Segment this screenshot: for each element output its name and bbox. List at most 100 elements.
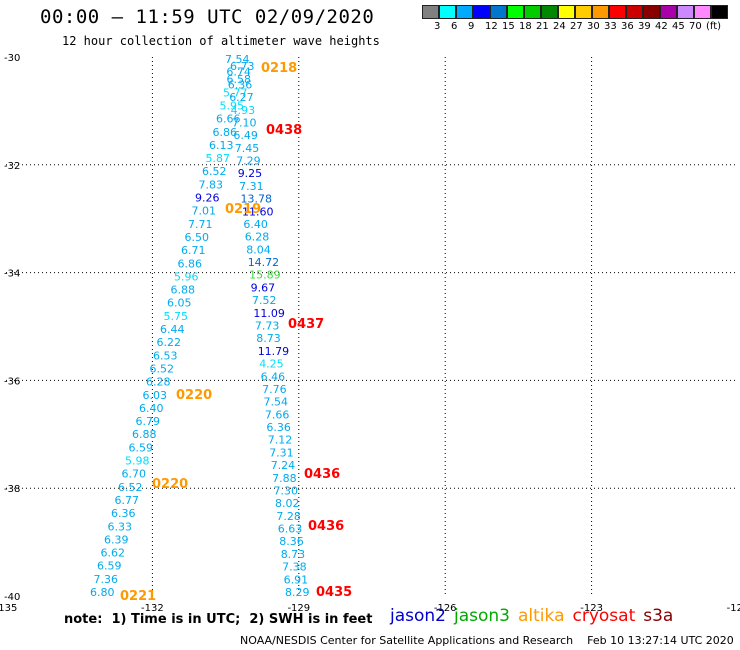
swh-value: 14.72 xyxy=(248,256,280,269)
lon-label: -135 xyxy=(0,603,17,614)
scale-label: 70 xyxy=(689,21,702,32)
scale-label: 15 xyxy=(502,21,515,32)
swh-value: 6.62 xyxy=(101,547,126,560)
swh-value: 7.45 xyxy=(235,142,259,155)
swh-value: 7.28 xyxy=(276,510,301,523)
swh-value: 6.52 xyxy=(118,481,143,494)
scale-swatch xyxy=(592,5,609,19)
swh-value: 6.36 xyxy=(111,507,136,520)
swh-value: 7.88 xyxy=(272,472,297,485)
swh-value: 6.50 xyxy=(185,231,210,244)
swh-value: 6.86 xyxy=(213,126,238,139)
swh-value: 6.27 xyxy=(229,91,254,104)
swh-value: 6.22 xyxy=(157,336,182,349)
scale-swatch xyxy=(694,5,711,19)
scale-swatch xyxy=(677,5,694,19)
scale-label: 45 xyxy=(672,21,685,32)
swh-value: 6.46 xyxy=(261,370,286,383)
lon-label: -129 xyxy=(287,603,310,614)
scale-label: 24 xyxy=(553,21,566,32)
swh-value: 6.52 xyxy=(150,362,175,375)
swh-value: 6.53 xyxy=(153,349,178,362)
swh-value: 9.67 xyxy=(251,281,276,294)
scale-label: 42 xyxy=(655,21,668,32)
swh-value: 6.28 xyxy=(146,376,171,389)
satellite-legend: jason2 jason3 altika cryosat s3a xyxy=(390,606,681,626)
lat-label: -40 xyxy=(4,592,20,603)
pass-time-label: 0221 xyxy=(120,589,156,604)
lon-label: -123 xyxy=(580,603,603,614)
scale-label: 36 xyxy=(621,21,634,32)
swh-value: 8.04 xyxy=(246,243,270,256)
scale-swatch xyxy=(456,5,473,19)
page-subtitle: 12 hour collection of altimeter wave hei… xyxy=(62,34,380,48)
swh-value: 9.25 xyxy=(238,167,263,180)
swh-value: 6.71 xyxy=(181,244,206,257)
swh-value: 5.98 xyxy=(125,455,150,468)
color-scale-labels: 3 6 9 12 15 18 21 24 27 30 33 36 39 42 45 70 (ft) xyxy=(422,21,740,35)
swh-value: 7.01 xyxy=(192,205,217,218)
swh-value: 6.36 xyxy=(228,78,253,91)
lat-label: -32 xyxy=(4,161,20,172)
scale-label: 9 xyxy=(468,21,475,32)
swh-value: 6.40 xyxy=(139,402,164,415)
swh-value: 6.39 xyxy=(104,533,129,546)
swh-value: 7.12 xyxy=(268,434,293,447)
swh-value: 6.73 xyxy=(230,60,255,73)
scale-swatch xyxy=(660,5,677,19)
scale-swatch xyxy=(473,5,490,19)
scale-label: 30 xyxy=(587,21,600,32)
scale-swatch xyxy=(541,5,558,19)
swh-value: 7.38 xyxy=(282,561,307,574)
scale-label: 12 xyxy=(485,21,498,32)
swh-value: 6.70 xyxy=(122,468,147,481)
swh-value: 6.86 xyxy=(178,257,203,270)
swh-value: 6.91 xyxy=(284,573,309,586)
pass-time-label: 0437 xyxy=(288,317,324,332)
swh-value: 6.77 xyxy=(115,494,140,507)
pass-time-label: 0220 xyxy=(152,477,188,492)
scale-label: 21 xyxy=(536,21,549,32)
scale-swatch xyxy=(524,5,541,19)
scale-label: 3 xyxy=(434,21,441,32)
swh-value: 7.10 xyxy=(232,117,257,130)
pass-time-label: 0435 xyxy=(316,585,352,600)
pass-time-label: 0436 xyxy=(304,467,340,482)
swh-value: 5.77 xyxy=(223,86,248,99)
swh-value: 15.89 xyxy=(249,269,281,282)
scale-swatch xyxy=(558,5,575,19)
swh-value: 6.88 xyxy=(171,284,196,297)
swh-value: 7.52 xyxy=(252,294,277,307)
lat-label: -38 xyxy=(4,484,20,495)
scale-swatch xyxy=(507,5,524,19)
scale-swatch xyxy=(575,5,592,19)
swh-value: 6.59 xyxy=(129,441,154,454)
color-scale xyxy=(422,5,728,19)
scale-swatch xyxy=(490,5,507,19)
swh-value: 7.31 xyxy=(269,446,294,459)
swh-value: 6.59 xyxy=(97,560,122,573)
lon-label: -120 xyxy=(727,603,740,614)
swh-value: 11.09 xyxy=(253,307,285,320)
legend-jason3: jason3 xyxy=(454,606,510,626)
swh-value: 8.73 xyxy=(256,332,281,345)
swh-value: 6.40 xyxy=(243,218,268,231)
swh-value: 4.93 xyxy=(231,104,256,117)
legend-jason2: jason2 xyxy=(390,606,446,626)
lat-label: -34 xyxy=(4,269,20,280)
swh-value: 6.63 xyxy=(278,523,303,536)
scale-swatch xyxy=(643,5,660,19)
pass-time-label: 0218 xyxy=(261,61,297,76)
swh-value: 6.33 xyxy=(108,520,133,533)
lat-label: -36 xyxy=(4,376,20,387)
swh-value: 7.30 xyxy=(274,485,299,498)
units-note: note: 1) Time is in UTC; 2) SWH is in fe… xyxy=(64,612,373,627)
swh-value: 7.71 xyxy=(188,218,213,231)
swh-value: 11.79 xyxy=(258,345,290,358)
swh-value: 4.25 xyxy=(259,358,284,371)
pass-time-label: 0438 xyxy=(266,123,302,138)
swh-value: 11.60 xyxy=(242,205,274,218)
pass-time-label: 0436 xyxy=(308,519,344,534)
swh-value: 7.76 xyxy=(262,383,287,396)
legend-altika: altika xyxy=(518,606,565,626)
